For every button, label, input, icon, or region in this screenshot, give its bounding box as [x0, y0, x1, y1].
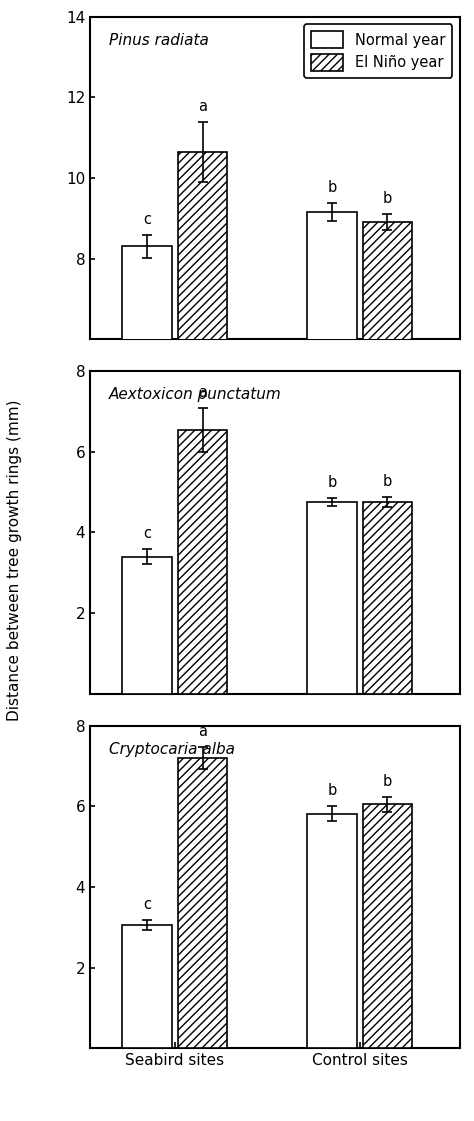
Text: Aextoxicon punctatum: Aextoxicon punctatum	[109, 388, 281, 402]
Text: b: b	[383, 192, 392, 206]
Text: c: c	[143, 212, 151, 228]
Text: b: b	[383, 474, 392, 490]
Bar	[307, 502, 356, 694]
Text: b: b	[327, 180, 337, 195]
Bar	[122, 925, 172, 1048]
Text: b: b	[327, 475, 337, 490]
Text: c: c	[143, 527, 151, 541]
Bar	[363, 805, 412, 1048]
Bar	[307, 814, 356, 1048]
Text: b: b	[327, 784, 337, 798]
Text: c: c	[143, 898, 151, 912]
Text: Cryptocaria alba: Cryptocaria alba	[109, 742, 235, 757]
Bar	[307, 212, 356, 581]
Text: a: a	[198, 724, 207, 739]
Bar	[122, 247, 172, 581]
Text: Distance between tree growth rings (mm): Distance between tree growth rings (mm)	[7, 400, 22, 721]
Text: a: a	[198, 385, 207, 399]
Bar	[363, 502, 412, 694]
Bar	[178, 151, 227, 581]
Text: a: a	[198, 99, 207, 113]
Bar	[122, 557, 172, 694]
Text: b: b	[383, 775, 392, 789]
Bar	[363, 222, 412, 581]
Legend: Normal year, El Niño year: Normal year, El Niño year	[304, 25, 453, 78]
Text: Pinus radiata: Pinus radiata	[109, 33, 209, 48]
Bar	[178, 758, 227, 1048]
Bar	[178, 429, 227, 694]
